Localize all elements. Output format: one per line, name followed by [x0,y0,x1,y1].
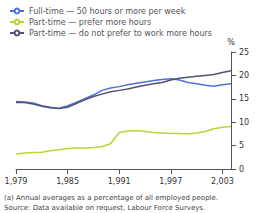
svg-text:10: 10 [239,118,249,127]
svg-text:Part-time — prefer more hours: Part-time — prefer more hours [29,18,151,27]
svg-text:2,003: 2,003 [211,177,234,186]
svg-text:%: % [227,38,235,47]
svg-text:1,997: 1,997 [159,177,182,186]
svg-text:25: 25 [239,48,249,57]
svg-text:15: 15 [239,94,249,103]
svg-text:1,991: 1,991 [108,177,131,186]
svg-text:0: 0 [239,165,244,174]
svg-text:1,979: 1,979 [5,177,28,186]
svg-text:Full-time — 50 hours or more p: Full-time — 50 hours or more per week [29,7,186,16]
svg-text:1,985: 1,985 [56,177,79,186]
svg-text:Source: Data available on requ: Source: Data available on request, Labou… [4,204,205,212]
svg-text:Part-time — do not prefer to w: Part-time — do not prefer to work more h… [29,29,212,38]
svg-text:5: 5 [239,141,244,150]
svg-text:20: 20 [239,71,249,80]
svg-text:(a) Annual averages as a perce: (a) Annual averages as a percentage of a… [4,194,218,202]
